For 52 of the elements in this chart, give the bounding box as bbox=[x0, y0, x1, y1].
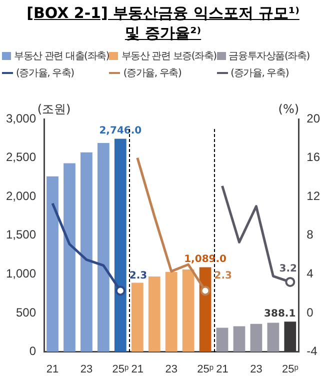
bar bbox=[46, 176, 58, 352]
y-tick-label: 2,500 bbox=[6, 150, 36, 164]
legend-label: (증가율, 우축) bbox=[123, 67, 182, 80]
chart-title: [BOX 2-1] 부동산금융 익스포저 규모¹⁾ 및 증가율²⁾ bbox=[26, 3, 300, 43]
bar bbox=[182, 270, 194, 352]
y-axis-title: (조원) bbox=[37, 102, 71, 116]
data-label: 2.3 bbox=[129, 270, 148, 282]
legend-label: 부동산 관련 보증(좌축) bbox=[121, 50, 216, 63]
bar bbox=[267, 322, 280, 352]
x-tick-label: 21 bbox=[216, 363, 228, 376]
x-tick-label: 23 bbox=[80, 363, 93, 376]
bar bbox=[64, 163, 76, 352]
x-tick-label: 25ᵖ bbox=[112, 363, 129, 376]
bar bbox=[233, 326, 246, 352]
x-tick-label: 21 bbox=[131, 363, 144, 376]
data-label: 2.3 bbox=[214, 270, 232, 282]
bar bbox=[131, 282, 144, 352]
bar bbox=[80, 152, 92, 352]
legend-label: 금융투자상품(좌축) bbox=[228, 50, 310, 63]
y2-tick-label: 16 bbox=[306, 150, 320, 164]
bar bbox=[216, 328, 228, 352]
legend-label: (증가율, 우축) bbox=[230, 67, 289, 80]
legend-label: (증가율, 우축) bbox=[16, 67, 74, 80]
y2-tick-label: 20 bbox=[306, 111, 320, 126]
y-tick-label: 500 bbox=[16, 305, 36, 320]
y-tick-label: 2,000 bbox=[6, 188, 36, 203]
x-tick-label: 25ᵖ bbox=[197, 363, 214, 376]
y2-tick-label: 8 bbox=[306, 228, 314, 242]
x-tick-label: 23 bbox=[165, 363, 178, 376]
bar bbox=[98, 143, 110, 352]
y-tick-label: 1,500 bbox=[6, 228, 36, 242]
y-tick-label: 3,000 bbox=[6, 111, 36, 126]
data-label: 1,089.0 bbox=[184, 254, 227, 265]
y2-axis-title: (%) bbox=[278, 102, 300, 116]
data-label: 388.1 bbox=[264, 308, 296, 320]
bar bbox=[199, 267, 212, 352]
bar bbox=[148, 276, 160, 352]
y2-tick-label: 0 bbox=[306, 305, 314, 320]
data-label: 3.2 bbox=[279, 264, 298, 275]
bar bbox=[250, 324, 262, 352]
x-tick-label: 23 bbox=[250, 363, 262, 376]
y2-tick-label: 12 bbox=[306, 188, 320, 203]
data-label: 2,746.0 bbox=[99, 125, 142, 136]
y-tick-label: 0 bbox=[29, 344, 36, 358]
y2-tick-label: 4 bbox=[306, 266, 314, 281]
legend-label: 부동산 관련 대출(좌축) bbox=[14, 50, 110, 63]
y-tick-label: 1,000 bbox=[6, 266, 36, 281]
x-tick-label: 21 bbox=[46, 363, 59, 376]
y2-tick-label: -4 bbox=[306, 344, 318, 358]
bar bbox=[165, 272, 178, 352]
x-tick-label: 25ᵖ bbox=[282, 363, 298, 376]
bar bbox=[114, 138, 126, 352]
